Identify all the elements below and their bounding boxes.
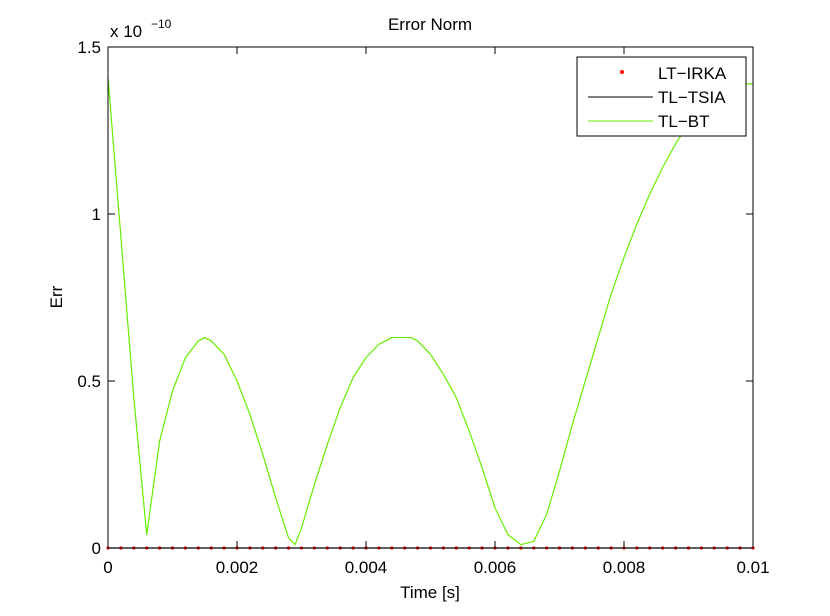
x-tick-label: 0.004 [345,558,388,577]
x-tick-label: 0.01 [736,558,769,577]
legend-label-lt-irka: LT−IRKA [658,64,727,83]
y-tick-label: 0.5 [77,372,101,391]
x-tick-label: 0.002 [216,558,259,577]
y-tick-label: 0 [92,539,101,558]
legend-swatch-lt-irka [620,70,624,74]
x-tick-label: 0.006 [474,558,517,577]
y-exponent-base: x 10 [110,22,142,41]
x-tick-label: 0 [103,558,112,577]
legend: LT−IRKA TL−TSIA TL−BT [576,56,747,137]
x-tick-label: 0.008 [603,558,646,577]
series-line-tl-bt [107,77,753,546]
y-exponent-power: −10 [151,17,172,31]
plot-frame [107,46,754,549]
legend-label-tl-bt: TL−BT [658,112,710,131]
x-axis-label: Time [s] [400,583,460,602]
y-axis-label: Err [47,285,66,308]
tick-layer: 0 0.002 0.004 0.006 0.008 0.01 0 0.5 1 1.5 [77,38,769,577]
legend-label-tl-tsia: TL−TSIA [658,88,726,107]
y-tick-label: 1.5 [77,38,101,57]
y-tick-label: 1 [92,205,101,224]
chart-title: Error Norm [388,15,472,34]
